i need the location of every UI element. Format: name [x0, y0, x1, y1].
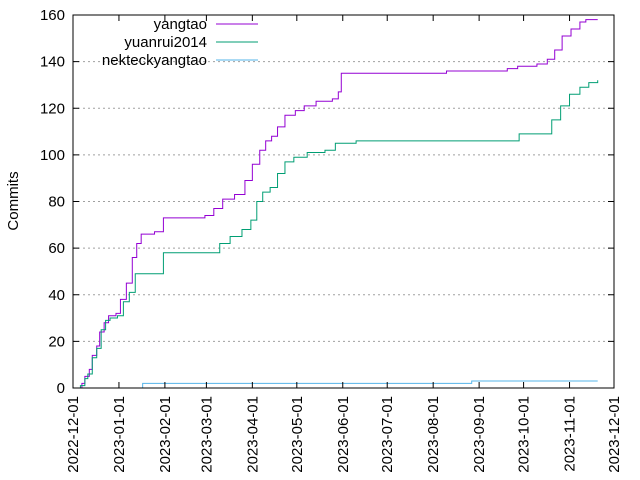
x-tick-label: 2023-10-01 [516, 396, 533, 473]
series-lines [78, 19, 599, 389]
legend-label-nekteckyangtao: nekteckyangtao [102, 52, 207, 69]
series-line-yangtao [80, 19, 598, 389]
y-tick-label: 40 [48, 287, 65, 304]
y-axis-label: Commits [5, 171, 22, 230]
axis-ticks [72, 14, 615, 389]
y-tick-label: 100 [40, 147, 65, 164]
grid-lines [73, 61, 614, 342]
x-tick-label: 2023-11-01 [562, 396, 579, 472]
x-tick-label: 2023-12-01 [606, 396, 623, 473]
series-line-yuanrui2014 [78, 80, 599, 389]
x-tick-label: 2023-02-01 [157, 396, 174, 473]
x-tick-label: 2023-04-01 [244, 396, 261, 473]
x-axis-tick-labels: 2022-12-01 2023-01-01 2023-02-01 2023-03-01… [65, 396, 623, 473]
x-tick-label: 2023-08-01 [425, 396, 442, 473]
y-tick-label: 60 [48, 240, 65, 257]
x-tick-label: 2023-09-01 [471, 396, 488, 473]
legend-label-yangtao: yangtao [154, 16, 207, 33]
y-tick-label: 160 [40, 7, 65, 24]
y-tick-label: 120 [40, 100, 65, 117]
x-tick-label: 2022-12-01 [65, 396, 82, 473]
x-tick-label: 2023-05-01 [289, 396, 306, 473]
legend-label-yuanrui2014: yuanrui2014 [124, 34, 207, 51]
y-tick-label: 140 [40, 54, 65, 71]
y-tick-label: 0 [57, 380, 65, 397]
y-axis-tick-labels: 0 20 40 60 80 100 120 140 160 [40, 7, 65, 397]
x-tick-label: 2023-01-01 [111, 396, 128, 473]
x-tick-label: 2023-06-01 [335, 396, 352, 473]
x-tick-label: 2023-07-01 [379, 396, 396, 473]
y-tick-label: 80 [48, 194, 65, 211]
series-line-nekteckyangtao [141, 380, 598, 389]
x-tick-label: 2023-03-01 [198, 396, 215, 473]
y-tick-label: 20 [48, 333, 65, 350]
